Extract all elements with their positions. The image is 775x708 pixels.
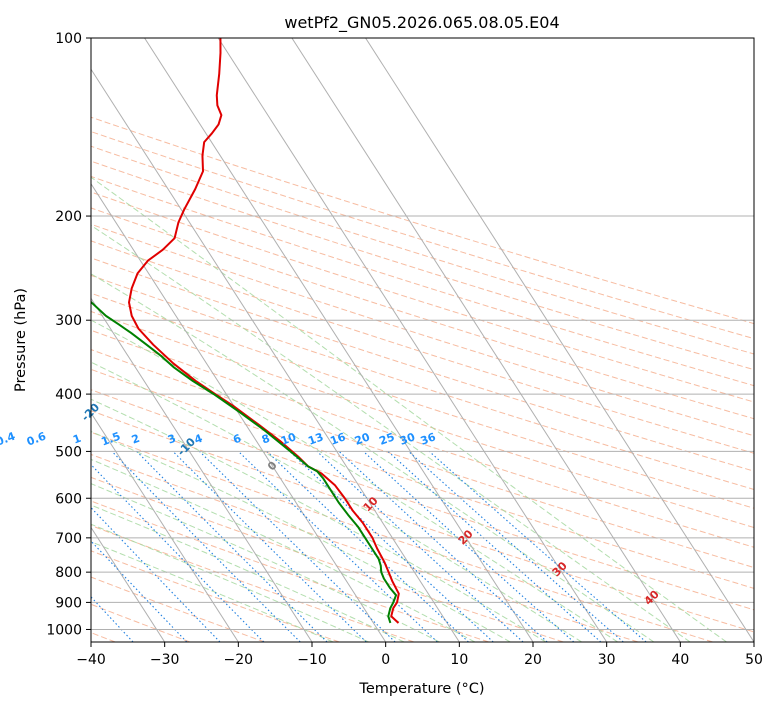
isotherm-15 — [144, 38, 534, 642]
mixing-ratio-line-4 — [91, 463, 265, 642]
mixing-ratio-line-13 — [338, 451, 548, 642]
mixing-ratio-label-15: 25 — [377, 430, 396, 447]
mixing-ratio-line-6 — [136, 451, 328, 642]
mixing-ratio-line-11 — [289, 451, 494, 642]
plot-frame — [90, 37, 755, 643]
isotherm-13 — [91, 182, 387, 642]
series-line-temperature — [128, 38, 400, 624]
y-tick-label-6: 700 — [55, 531, 82, 547]
dry-adiabat-13 — [91, 329, 754, 548]
y-axis-title: Pressure (hPa) — [13, 288, 29, 392]
y-tick-label-2: 300 — [55, 313, 82, 329]
mixing-ratio-line-14 — [363, 451, 575, 642]
y-tick-label-9: 1000 — [46, 622, 82, 638]
mixing-ratio-label-8: 4 — [193, 432, 205, 447]
dry-adiabat-16 — [91, 274, 754, 490]
mixing-ratio-label-6: 2 — [130, 432, 142, 447]
dry-adiabat-24 — [91, 145, 754, 355]
mixing-ratio-label-11: 10 — [279, 430, 298, 448]
mixing-ratio-line-3 — [91, 506, 221, 642]
series-line-dewpoint — [91, 300, 398, 624]
mixing-ratio-label-3: 0.6 — [25, 430, 48, 449]
dry-adiabat-2 — [91, 576, 265, 642]
mixing-ratio-label-4: 1 — [71, 432, 83, 447]
mixing-ratio-label-13: 16 — [328, 430, 347, 448]
dry-adiabat-21 — [91, 191, 754, 403]
dry-adiabat-14 — [91, 310, 754, 529]
x-tick-label-9: 50 — [745, 652, 763, 668]
moist-adiabat-8 — [91, 319, 619, 642]
moist-adiabat-0 — [91, 541, 334, 642]
mixing-ratio-label-17: 36 — [419, 430, 438, 448]
profile-series — [91, 38, 400, 624]
mixing-ratio-label-10: 8 — [260, 432, 272, 447]
isotherm-16 — [217, 38, 608, 642]
y-tick-label-0: 100 — [55, 31, 82, 47]
y-tick-label-1: 200 — [55, 209, 82, 225]
mixing-ratio-label-5: 1.5 — [99, 430, 122, 449]
isotherm-12 — [91, 297, 313, 642]
mixing-ratio-label-9: 6 — [231, 432, 243, 447]
mixing-ratio-line-1 — [91, 596, 134, 642]
dry-adiabat-6 — [91, 476, 564, 642]
isotherm-18 — [365, 38, 754, 642]
x-tick-label-4: 0 — [381, 652, 390, 668]
dry-adiabat-4 — [91, 524, 415, 642]
x-tick-label-2: −20 — [224, 652, 254, 668]
moist-adiabat-5 — [91, 430, 511, 642]
isotherm-11 — [91, 411, 239, 642]
moist-adiabat-6 — [91, 398, 547, 642]
y-tick-label-7: 800 — [55, 565, 82, 581]
mixing-ratio-line-8 — [199, 451, 396, 642]
moist-adiabat-1 — [91, 523, 369, 642]
dry-adiabat-19 — [91, 223, 754, 437]
dry-adiabat-22 — [91, 175, 754, 387]
mixing-ratio-label-14: 20 — [353, 430, 372, 448]
dry-adiabat-7 — [91, 453, 639, 642]
y-tick-label-4: 500 — [55, 444, 82, 460]
moist-adiabat-11 — [91, 176, 727, 642]
x-tick-label-3: −10 — [297, 652, 327, 668]
mixing-ratio-label-12: 13 — [306, 430, 325, 447]
x-tick-label-1: −30 — [150, 652, 180, 668]
dry-adiabat-8 — [91, 431, 713, 642]
dry-adiabat-11 — [91, 368, 754, 589]
plot-area — [91, 38, 754, 642]
moist-adiabat-9 — [91, 273, 655, 642]
mixing-ratio-label-7: 3 — [166, 432, 178, 447]
mixing-ratio-line-5 — [111, 451, 301, 642]
pressure-gridlines — [91, 38, 754, 630]
isotherm-17 — [291, 38, 681, 642]
x-tick-label-7: 30 — [598, 652, 616, 668]
x-axis-title: Temperature (°C) — [358, 681, 484, 697]
dry-adiabat-18 — [91, 240, 754, 454]
isotherm-10 — [91, 526, 166, 642]
y-tick-label-5: 600 — [55, 491, 82, 507]
chart-title: wetPf2_GN05.2026.065.08.05.E04 — [284, 13, 559, 33]
x-axis-ticks: −40 −30 −20 −10 0 10 20 30 40 50 — [76, 642, 763, 668]
x-tick-label-0: −40 — [76, 652, 106, 668]
dry-adiabat-17 — [91, 257, 754, 472]
isotherm-14 — [91, 68, 460, 642]
y-axis-ticks: 100 200 300 400 500 600 700 800 900 1000 — [46, 31, 91, 638]
mixing-ratio-line-15 — [387, 451, 602, 642]
y-tick-label-3: 400 — [55, 387, 82, 403]
dry-adiabat-5 — [91, 500, 489, 642]
mixing-ratio-label-16: 30 — [398, 430, 417, 448]
dry-adiabat-10 — [91, 389, 754, 611]
mixing-ratio-line-2 — [91, 540, 188, 642]
mixing-ratio-line-9 — [238, 451, 438, 642]
moist-adiabat-3 — [91, 483, 440, 642]
x-tick-label-6: 20 — [524, 652, 542, 668]
moist-adiabat-10 — [91, 224, 691, 642]
x-tick-label-5: 10 — [450, 652, 468, 668]
dry-adiabat-25 — [91, 131, 754, 340]
dry-adiabat-9 — [91, 410, 754, 633]
y-tick-label-8: 900 — [55, 595, 82, 611]
reference-lines — [91, 38, 754, 642]
moist-adiabat-7 — [91, 361, 583, 642]
x-tick-label-8: 40 — [671, 652, 689, 668]
